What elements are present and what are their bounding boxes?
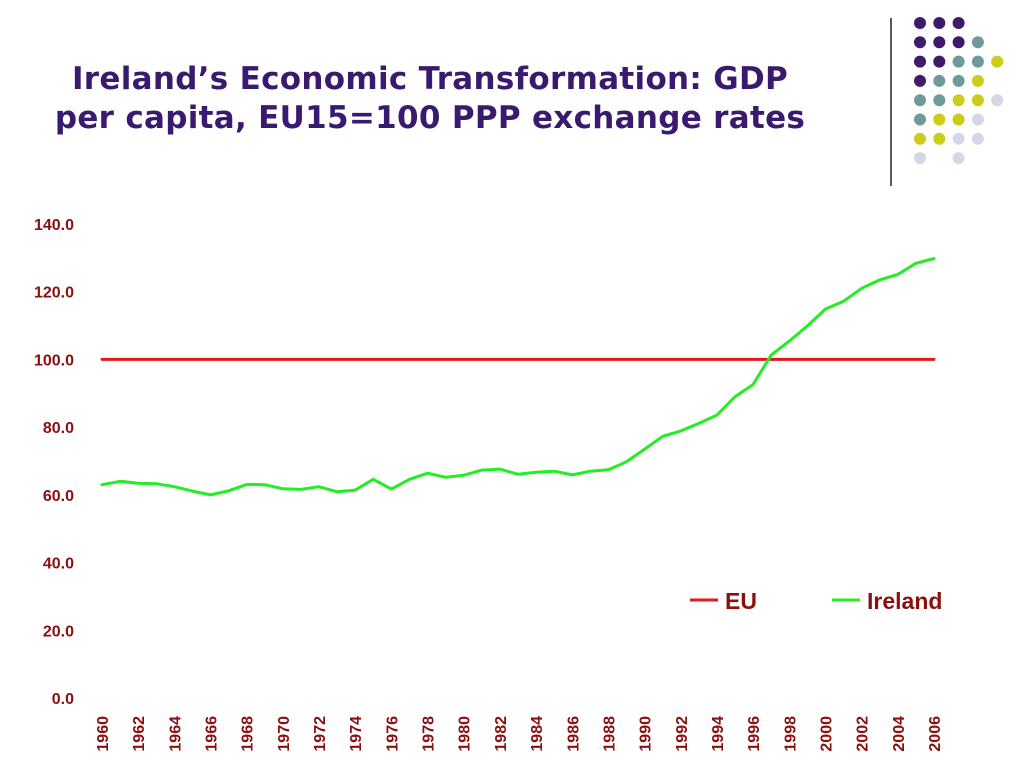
x-tick-label: 1966 [204, 716, 221, 752]
y-tick-label: 100.0 [34, 352, 74, 369]
y-axis-tick-labels: 0.0 20.0 40.0 60.0 80.0 100.0 120.0 140.0 [34, 217, 74, 708]
x-tick-label: 1962 [131, 716, 148, 752]
x-axis-tick-labels: 1960 1962 1964 1966 1968 1970 1972 1974 1976 1978… [95, 716, 944, 752]
x-tick-label: 1976 [384, 716, 401, 752]
y-tick-label: 140.0 [34, 217, 74, 234]
x-tick-label: 1978 [421, 716, 438, 752]
legend-label-ireland: Ireland [867, 588, 942, 614]
x-tick-label: 1972 [312, 716, 329, 752]
y-tick-label: 120.0 [34, 285, 74, 302]
series-line-ireland [100, 257, 936, 497]
x-tick-label: 2006 [927, 716, 944, 752]
title-line-2: per capita, EU15=100 PPP exchange rates [54, 99, 806, 136]
y-tick-label: 20.0 [43, 623, 74, 640]
x-tick-label: 1980 [457, 716, 474, 752]
legend-label-eu: EU [725, 588, 757, 614]
x-tick-label: 1988 [601, 716, 618, 752]
legend: EU Ireland [690, 588, 942, 614]
y-tick-label: 0.0 [52, 691, 74, 708]
title-line-1: Ireland’s Economic Transformation: GDP [71, 61, 789, 97]
x-tick-label: 1994 [710, 716, 727, 752]
x-tick-label: 1960 [95, 716, 112, 752]
x-tick-label: 1968 [240, 716, 257, 752]
series-layer [100, 257, 936, 497]
y-tick-label: 40.0 [43, 556, 74, 573]
x-tick-label: 1998 [782, 716, 799, 752]
x-tick-label: 1990 [638, 716, 655, 752]
y-tick-label: 80.0 [43, 420, 74, 437]
x-tick-label: 1984 [529, 716, 546, 752]
y-tick-label: 60.0 [43, 488, 74, 505]
x-tick-label: 2000 [818, 716, 835, 752]
x-tick-label: 1986 [565, 716, 582, 752]
x-tick-label: 2004 [891, 716, 908, 752]
x-tick-label: 1992 [674, 716, 691, 752]
slide-title: Ireland’s Economic Transformation: GDP p… [0, 60, 860, 138]
x-tick-label: 1974 [348, 716, 365, 752]
x-tick-label: 1964 [167, 716, 184, 752]
x-tick-label: 2002 [855, 716, 872, 752]
x-tick-label: 1970 [276, 716, 293, 752]
x-tick-label: 1996 [746, 716, 763, 752]
x-tick-label: 1982 [493, 716, 510, 752]
